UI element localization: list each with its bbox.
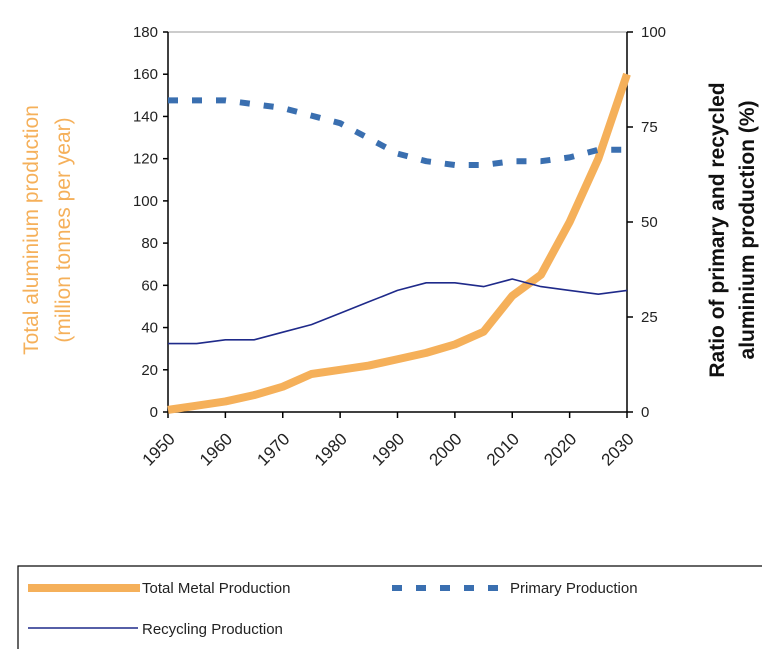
y-tick-label: 0	[150, 404, 158, 421]
y2-tick-label: 75	[641, 119, 658, 136]
x-tick-label: 2030	[598, 429, 638, 469]
series-line	[167, 72, 631, 414]
y2-axis-title-line: aluminium production (%)	[736, 101, 759, 360]
y2-tick-label: 50	[641, 214, 658, 231]
x-tick-label: 1950	[139, 429, 179, 469]
x-tick-label: 2010	[483, 429, 523, 469]
y-axis-title-line: (million tonnes per year)	[52, 117, 75, 342]
y-axis-title-line: Total aluminium production	[20, 105, 43, 355]
y2-tick-label: 100	[641, 24, 666, 41]
y2-axis-title: Ratio of primary and recycled aluminium …	[706, 82, 759, 377]
legend-label: Total Metal Production	[142, 580, 290, 597]
x-tick-label: 1970	[253, 429, 293, 469]
series-line	[168, 97, 627, 168]
y-tick-label: 20	[141, 362, 158, 379]
y-tick-label: 80	[141, 235, 158, 252]
x-tick-label: 1990	[368, 429, 408, 469]
x-tick-label: 1960	[196, 429, 236, 469]
legend-label: Recycling Production	[142, 621, 283, 638]
y-tick-label: 40	[141, 320, 158, 337]
x-tick-label: 2020	[540, 429, 580, 469]
legend-label: Primary Production	[510, 580, 638, 597]
y2-tick-label: 25	[641, 309, 658, 326]
y-tick-label: 120	[133, 151, 158, 168]
y2-tick-label: 0	[641, 404, 649, 421]
y-tick-label: 180	[133, 24, 158, 41]
y-tick-label: 100	[133, 193, 158, 210]
y-axis-title: Total aluminium production (million tonn…	[20, 105, 75, 355]
series-line	[168, 278, 628, 345]
legend-box	[17, 565, 762, 649]
y2-axis-title-line: Ratio of primary and recycled	[706, 82, 729, 377]
y-tick-label: 140	[133, 108, 158, 125]
x-tick-label: 1980	[311, 429, 351, 469]
y-tick-label: 60	[141, 277, 158, 294]
y-tick-label: 160	[133, 66, 158, 83]
x-tick-label: 2000	[426, 429, 466, 469]
